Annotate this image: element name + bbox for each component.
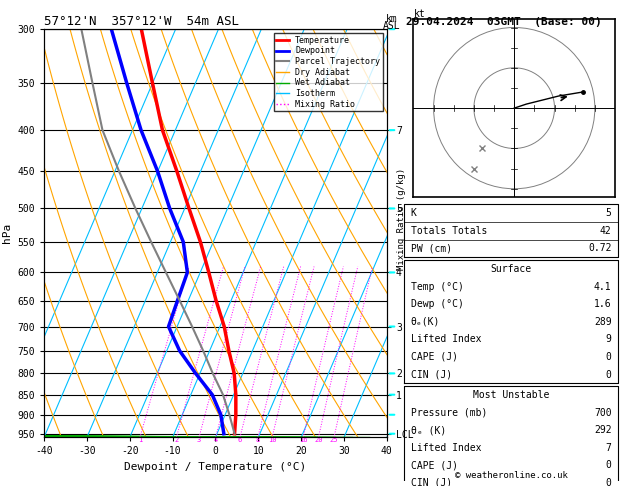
Text: PW (cm): PW (cm) — [411, 243, 452, 254]
Text: 10: 10 — [268, 437, 276, 443]
Text: 2: 2 — [174, 437, 179, 443]
Text: θₑ (K): θₑ (K) — [411, 425, 446, 435]
Text: 4.1: 4.1 — [594, 281, 611, 292]
Text: 9: 9 — [606, 334, 611, 344]
Text: 8: 8 — [256, 437, 260, 443]
Text: 25: 25 — [330, 437, 338, 443]
Text: 700: 700 — [594, 408, 611, 417]
Text: Lifted Index: Lifted Index — [411, 334, 481, 344]
Text: CAPE (J): CAPE (J) — [411, 460, 457, 470]
Text: 289: 289 — [594, 317, 611, 327]
Text: ASL: ASL — [383, 21, 401, 31]
Text: CIN (J): CIN (J) — [411, 478, 452, 486]
Text: 0: 0 — [606, 369, 611, 380]
Text: Lifted Index: Lifted Index — [411, 443, 481, 453]
Text: 4: 4 — [213, 437, 218, 443]
Text: 0.72: 0.72 — [588, 243, 611, 254]
Text: 7: 7 — [606, 443, 611, 453]
Text: CAPE (J): CAPE (J) — [411, 352, 457, 362]
Text: 42: 42 — [600, 226, 611, 236]
Text: 57°12'N  357°12'W  54m ASL: 57°12'N 357°12'W 54m ASL — [44, 15, 239, 28]
Text: kt: kt — [413, 9, 425, 18]
Text: 1: 1 — [138, 437, 142, 443]
Text: θₑ(K): θₑ(K) — [411, 317, 440, 327]
Text: Temp (°C): Temp (°C) — [411, 281, 464, 292]
Text: Pressure (mb): Pressure (mb) — [411, 408, 487, 417]
Text: © weatheronline.co.uk: © weatheronline.co.uk — [455, 471, 567, 480]
Text: Surface: Surface — [491, 264, 532, 274]
Text: 5: 5 — [606, 208, 611, 218]
Y-axis label: hPa: hPa — [2, 223, 12, 243]
Text: 1.6: 1.6 — [594, 299, 611, 309]
Text: 0: 0 — [606, 352, 611, 362]
Text: 0: 0 — [606, 478, 611, 486]
Text: 0: 0 — [606, 460, 611, 470]
X-axis label: Dewpoint / Temperature (°C): Dewpoint / Temperature (°C) — [125, 462, 306, 472]
Text: 16: 16 — [299, 437, 308, 443]
Text: Totals Totals: Totals Totals — [411, 226, 487, 236]
Text: Most Unstable: Most Unstable — [473, 390, 549, 400]
Text: 6: 6 — [238, 437, 242, 443]
Text: 29.04.2024  03GMT  (Base: 00): 29.04.2024 03GMT (Base: 00) — [406, 17, 601, 27]
Text: Mixing Ratio (g/kg): Mixing Ratio (g/kg) — [397, 168, 406, 270]
Text: 3: 3 — [197, 437, 201, 443]
Text: 20: 20 — [314, 437, 323, 443]
Text: K: K — [411, 208, 416, 218]
Text: 292: 292 — [594, 425, 611, 435]
Text: CIN (J): CIN (J) — [411, 369, 452, 380]
Legend: Temperature, Dewpoint, Parcel Trajectory, Dry Adiabat, Wet Adiabat, Isotherm, Mi: Temperature, Dewpoint, Parcel Trajectory… — [274, 34, 382, 111]
Text: km: km — [386, 14, 398, 24]
Text: Dewp (°C): Dewp (°C) — [411, 299, 464, 309]
